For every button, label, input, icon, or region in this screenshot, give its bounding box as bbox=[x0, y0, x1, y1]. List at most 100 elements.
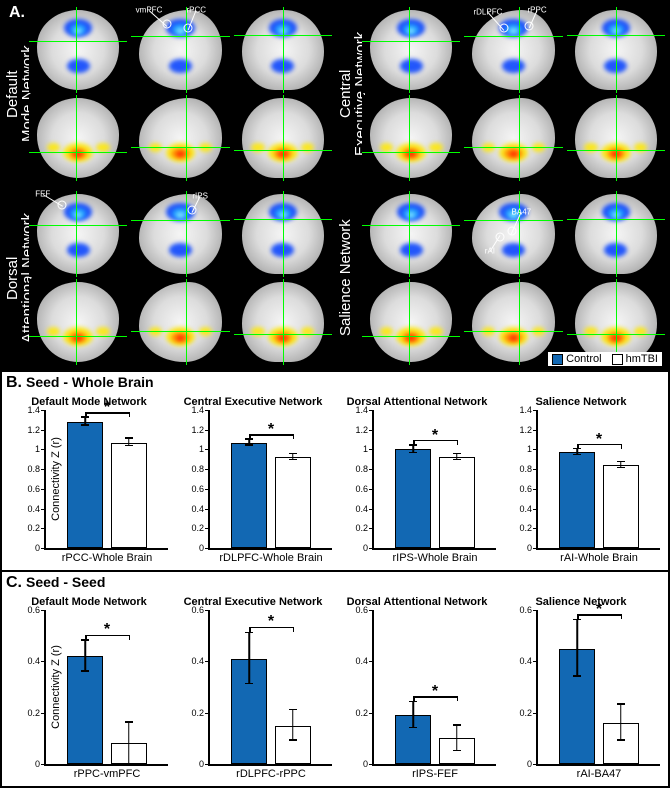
crosshair-v bbox=[186, 279, 187, 365]
brain-row bbox=[29, 95, 332, 181]
brain-shape bbox=[139, 194, 222, 273]
brain-row bbox=[29, 279, 332, 365]
sig-bracket-drop bbox=[413, 696, 415, 701]
activation-blob bbox=[176, 212, 184, 218]
crosshair-v bbox=[76, 191, 77, 277]
brain-shape bbox=[370, 98, 453, 177]
sig-bracket-drop bbox=[621, 614, 623, 619]
error-cap bbox=[617, 461, 625, 463]
crosshair-v bbox=[519, 95, 520, 181]
y-axis-label: Connectivity Z (r) bbox=[50, 437, 62, 521]
error-cap bbox=[81, 670, 89, 672]
crosshair-h bbox=[464, 331, 562, 332]
y-tick bbox=[533, 509, 538, 510]
error-bar bbox=[412, 702, 414, 728]
error-cap bbox=[617, 739, 625, 741]
crosshair-v bbox=[409, 279, 410, 365]
crosshair-v bbox=[283, 95, 284, 181]
y-tick bbox=[533, 528, 538, 529]
bar-control bbox=[231, 443, 268, 548]
chart-3: Salience Network00.20.40.6*rAI-BA47 bbox=[502, 596, 660, 782]
y-tick-label: 0.6 bbox=[346, 605, 368, 615]
y-tick-label: 0.8 bbox=[182, 464, 204, 474]
panel-c-charts: Default Mode NetworkConnectivity Z (r)00… bbox=[10, 596, 660, 782]
sig-bracket-drop bbox=[293, 434, 295, 439]
quadrant-label: Salience Network bbox=[336, 187, 360, 369]
brains-area: rDLPFCrPPC bbox=[360, 3, 667, 185]
crosshair-v bbox=[283, 7, 284, 93]
y-tick bbox=[369, 509, 374, 510]
quadrant-label: DorsalAttentional Network bbox=[3, 187, 27, 369]
sig-star: * bbox=[432, 683, 438, 701]
legend-control-label: Control bbox=[566, 353, 601, 365]
y-tick bbox=[533, 449, 538, 450]
y-tick bbox=[205, 410, 210, 411]
y-tick bbox=[205, 449, 210, 450]
bar-hmtbi bbox=[275, 457, 312, 548]
brain-shape bbox=[139, 10, 222, 89]
activation-blob bbox=[509, 28, 517, 34]
sig-star: * bbox=[596, 431, 602, 449]
brain-shape bbox=[370, 10, 453, 89]
plot-area: 00.20.40.6*rAI-BA47 bbox=[536, 610, 660, 766]
plot-area: 00.20.40.60.811.21.4*rIPS-Whole Brain bbox=[372, 410, 496, 550]
y-tick-label: 0 bbox=[18, 543, 40, 553]
brain-slice bbox=[234, 7, 332, 93]
legend-hmtbi: hmTBI bbox=[612, 353, 658, 365]
y-tick bbox=[533, 713, 538, 714]
y-tick-label: 0.4 bbox=[18, 504, 40, 514]
y-tick bbox=[41, 489, 46, 490]
y-tick bbox=[205, 764, 210, 765]
y-tick-label: 1.4 bbox=[18, 405, 40, 415]
crosshair-h bbox=[464, 147, 562, 148]
sig-bracket-drop bbox=[457, 440, 459, 445]
brain-slice bbox=[234, 95, 332, 181]
error-cap bbox=[289, 453, 297, 455]
crosshair-v bbox=[283, 191, 284, 277]
crosshair-v bbox=[616, 7, 617, 93]
y-tick bbox=[205, 548, 210, 549]
chart-1: Central Executive Network00.20.40.6*rDLP… bbox=[174, 596, 332, 782]
error-bar bbox=[456, 726, 458, 752]
y-tick-label: 0 bbox=[510, 543, 532, 553]
brain-slice: rAIBA47 bbox=[464, 191, 562, 277]
brain-shape bbox=[370, 282, 453, 361]
error-cap bbox=[125, 445, 133, 447]
error-cap bbox=[573, 454, 581, 456]
y-tick bbox=[205, 469, 210, 470]
brain-slice: FEF bbox=[29, 191, 127, 277]
error-cap bbox=[453, 459, 461, 461]
brains-area: vmPFCrPCC bbox=[27, 3, 334, 185]
error-cap bbox=[573, 675, 581, 677]
y-tick-label: 0.4 bbox=[182, 504, 204, 514]
y-tick bbox=[533, 469, 538, 470]
x-axis-label: rPPC-vmPFC bbox=[46, 768, 168, 780]
sig-bracket-drop bbox=[577, 614, 579, 619]
plot-area: Connectivity Z (r)00.20.40.60.811.21.4*r… bbox=[44, 410, 168, 550]
y-tick-label: 0 bbox=[346, 759, 368, 769]
y-tick bbox=[369, 661, 374, 662]
quadrant-2: DorsalAttentional NetworkFEFrIPS bbox=[2, 186, 335, 370]
y-tick bbox=[369, 469, 374, 470]
brains-area: rAIBA47 bbox=[360, 187, 667, 369]
sig-star: * bbox=[268, 613, 274, 631]
chart-0: Default Mode NetworkConnectivity Z (r)00… bbox=[10, 596, 168, 782]
y-tick-label: 0.2 bbox=[346, 708, 368, 718]
crosshair-v bbox=[519, 7, 520, 93]
activation-blob bbox=[502, 59, 525, 73]
chart-1: Central Executive Network00.20.40.60.811… bbox=[174, 396, 332, 566]
brain-slice bbox=[131, 95, 229, 181]
y-tick-label: 0.4 bbox=[510, 504, 532, 514]
brain-slice bbox=[234, 279, 332, 365]
brain-slice bbox=[29, 95, 127, 181]
error-cap bbox=[125, 763, 133, 765]
y-tick-label: 0.4 bbox=[346, 504, 368, 514]
y-tick-label: 1 bbox=[510, 444, 532, 454]
error-cap bbox=[617, 467, 625, 469]
error-bar bbox=[620, 705, 622, 741]
y-tick bbox=[205, 661, 210, 662]
brain-slice bbox=[131, 279, 229, 365]
error-cap bbox=[453, 453, 461, 455]
y-tick bbox=[41, 410, 46, 411]
error-bar bbox=[84, 641, 86, 672]
